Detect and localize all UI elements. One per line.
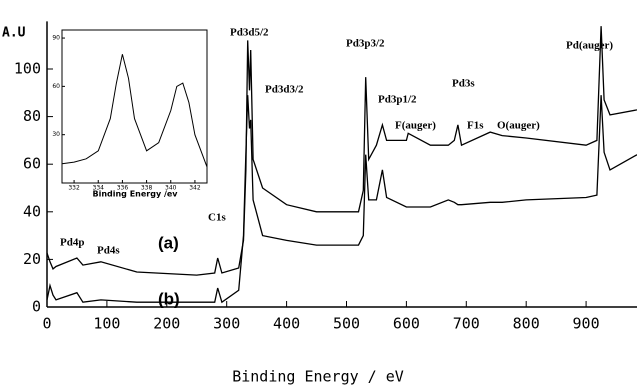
x-tick-label: 300 — [213, 315, 240, 333]
spectrum-line — [46, 26, 637, 276]
annotation: F1s — [467, 120, 484, 132]
y-tick-label: 60 — [23, 155, 41, 173]
inset-frame — [61, 29, 208, 184]
annotation: Pd3d3/2 — [265, 84, 304, 96]
annotation: Pd3p1/2 — [378, 94, 417, 106]
annotation: Pd3p3/2 — [346, 38, 385, 50]
x-tick-label: 334 — [93, 185, 105, 192]
y-tick-label: 100 — [14, 60, 41, 78]
spectrum-line — [46, 95, 637, 304]
x-tick-label: 336 — [117, 185, 129, 192]
x-tick-label: 400 — [273, 315, 300, 333]
x-tick-label: 332 — [68, 185, 80, 192]
y-tick-label: 30 — [52, 131, 60, 138]
x-tick-label: 340 — [165, 185, 177, 192]
x-tick-label: 900 — [573, 315, 600, 333]
annotation: Pd3d5/2 — [230, 27, 269, 39]
annotation: F(auger) — [395, 120, 436, 132]
x-tick-label: 700 — [453, 315, 480, 333]
spectrum-line — [61, 54, 208, 168]
x-tick-label: 800 — [513, 315, 540, 333]
y-tick-label: 40 — [23, 202, 41, 220]
y-axis-label: A.U — [2, 26, 26, 41]
annotation: Pd(auger) — [566, 40, 613, 52]
y-tick-label: 90 — [52, 35, 60, 42]
annotation: Pd4s — [97, 245, 120, 257]
series-label: (a) — [158, 233, 179, 252]
y-tick-label: 0 — [32, 298, 41, 316]
annotation: O(auger) — [497, 120, 540, 132]
x-tick-label: 500 — [333, 315, 360, 333]
x-tick-label: 0 — [42, 315, 51, 333]
x-tick-label: 338 — [141, 185, 153, 192]
x-tick-label: 100 — [93, 315, 120, 333]
annotation: Pd4p — [60, 237, 84, 249]
y-tick-label: 60 — [52, 83, 60, 90]
y-tick-label: 20 — [23, 250, 41, 268]
x-axis-label: Binding Energy / eV — [232, 368, 404, 386]
x-tick-label: 200 — [153, 315, 180, 333]
annotation: C1s — [208, 212, 226, 224]
x-tick-label: 342 — [189, 185, 201, 192]
inset-x-label: Binding Energy /ev — [92, 190, 178, 199]
series-label: (b) — [158, 289, 180, 308]
annotation: Pd3s — [452, 78, 475, 90]
x-tick-label: 600 — [393, 315, 420, 333]
y-tick-label: 80 — [23, 107, 41, 125]
